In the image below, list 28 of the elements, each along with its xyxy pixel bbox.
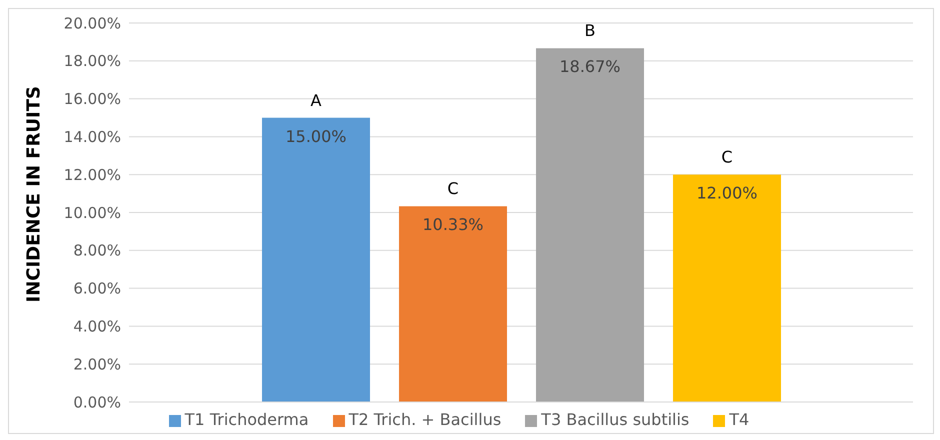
bar: [262, 118, 370, 402]
annotation: C: [447, 179, 459, 198]
legend-label: T1 Trichoderma: [184, 410, 309, 429]
legend-label: T4: [729, 410, 750, 429]
data-label: 18.67%: [559, 57, 621, 76]
y-tick-label: 12.00%: [64, 166, 121, 184]
legend-label: T2 Trich. + Bacillus: [348, 410, 502, 429]
data-label: 12.00%: [696, 184, 758, 203]
legend-label: T3 Bacillus subtilis: [541, 410, 690, 429]
y-tick-label: 0.00%: [73, 393, 121, 412]
bar: [399, 206, 507, 402]
bar: [536, 48, 644, 402]
y-tick-label: 20.00%: [64, 14, 121, 32]
annotation: B: [584, 21, 596, 40]
data-label: 10.33%: [422, 215, 484, 234]
y-tick-label: 2.00%: [73, 355, 121, 374]
y-tick-label: 16.00%: [64, 90, 121, 108]
bar: [673, 174, 781, 402]
annotation: A: [310, 90, 322, 110]
y-tick-label: 8.00%: [73, 242, 121, 260]
y-tick-label: 18.00%: [64, 52, 121, 70]
data-label: 15.00%: [285, 126, 347, 146]
y-axis-title: INCIDENCE IN FRUITS: [23, 86, 44, 302]
annotation: C: [721, 148, 733, 167]
y-tick-label: 10.00%: [64, 204, 121, 222]
y-tick-label: 6.00%: [73, 280, 121, 298]
y-tick-label: 14.00%: [64, 128, 121, 146]
y-tick-label: 4.00%: [73, 318, 121, 336]
